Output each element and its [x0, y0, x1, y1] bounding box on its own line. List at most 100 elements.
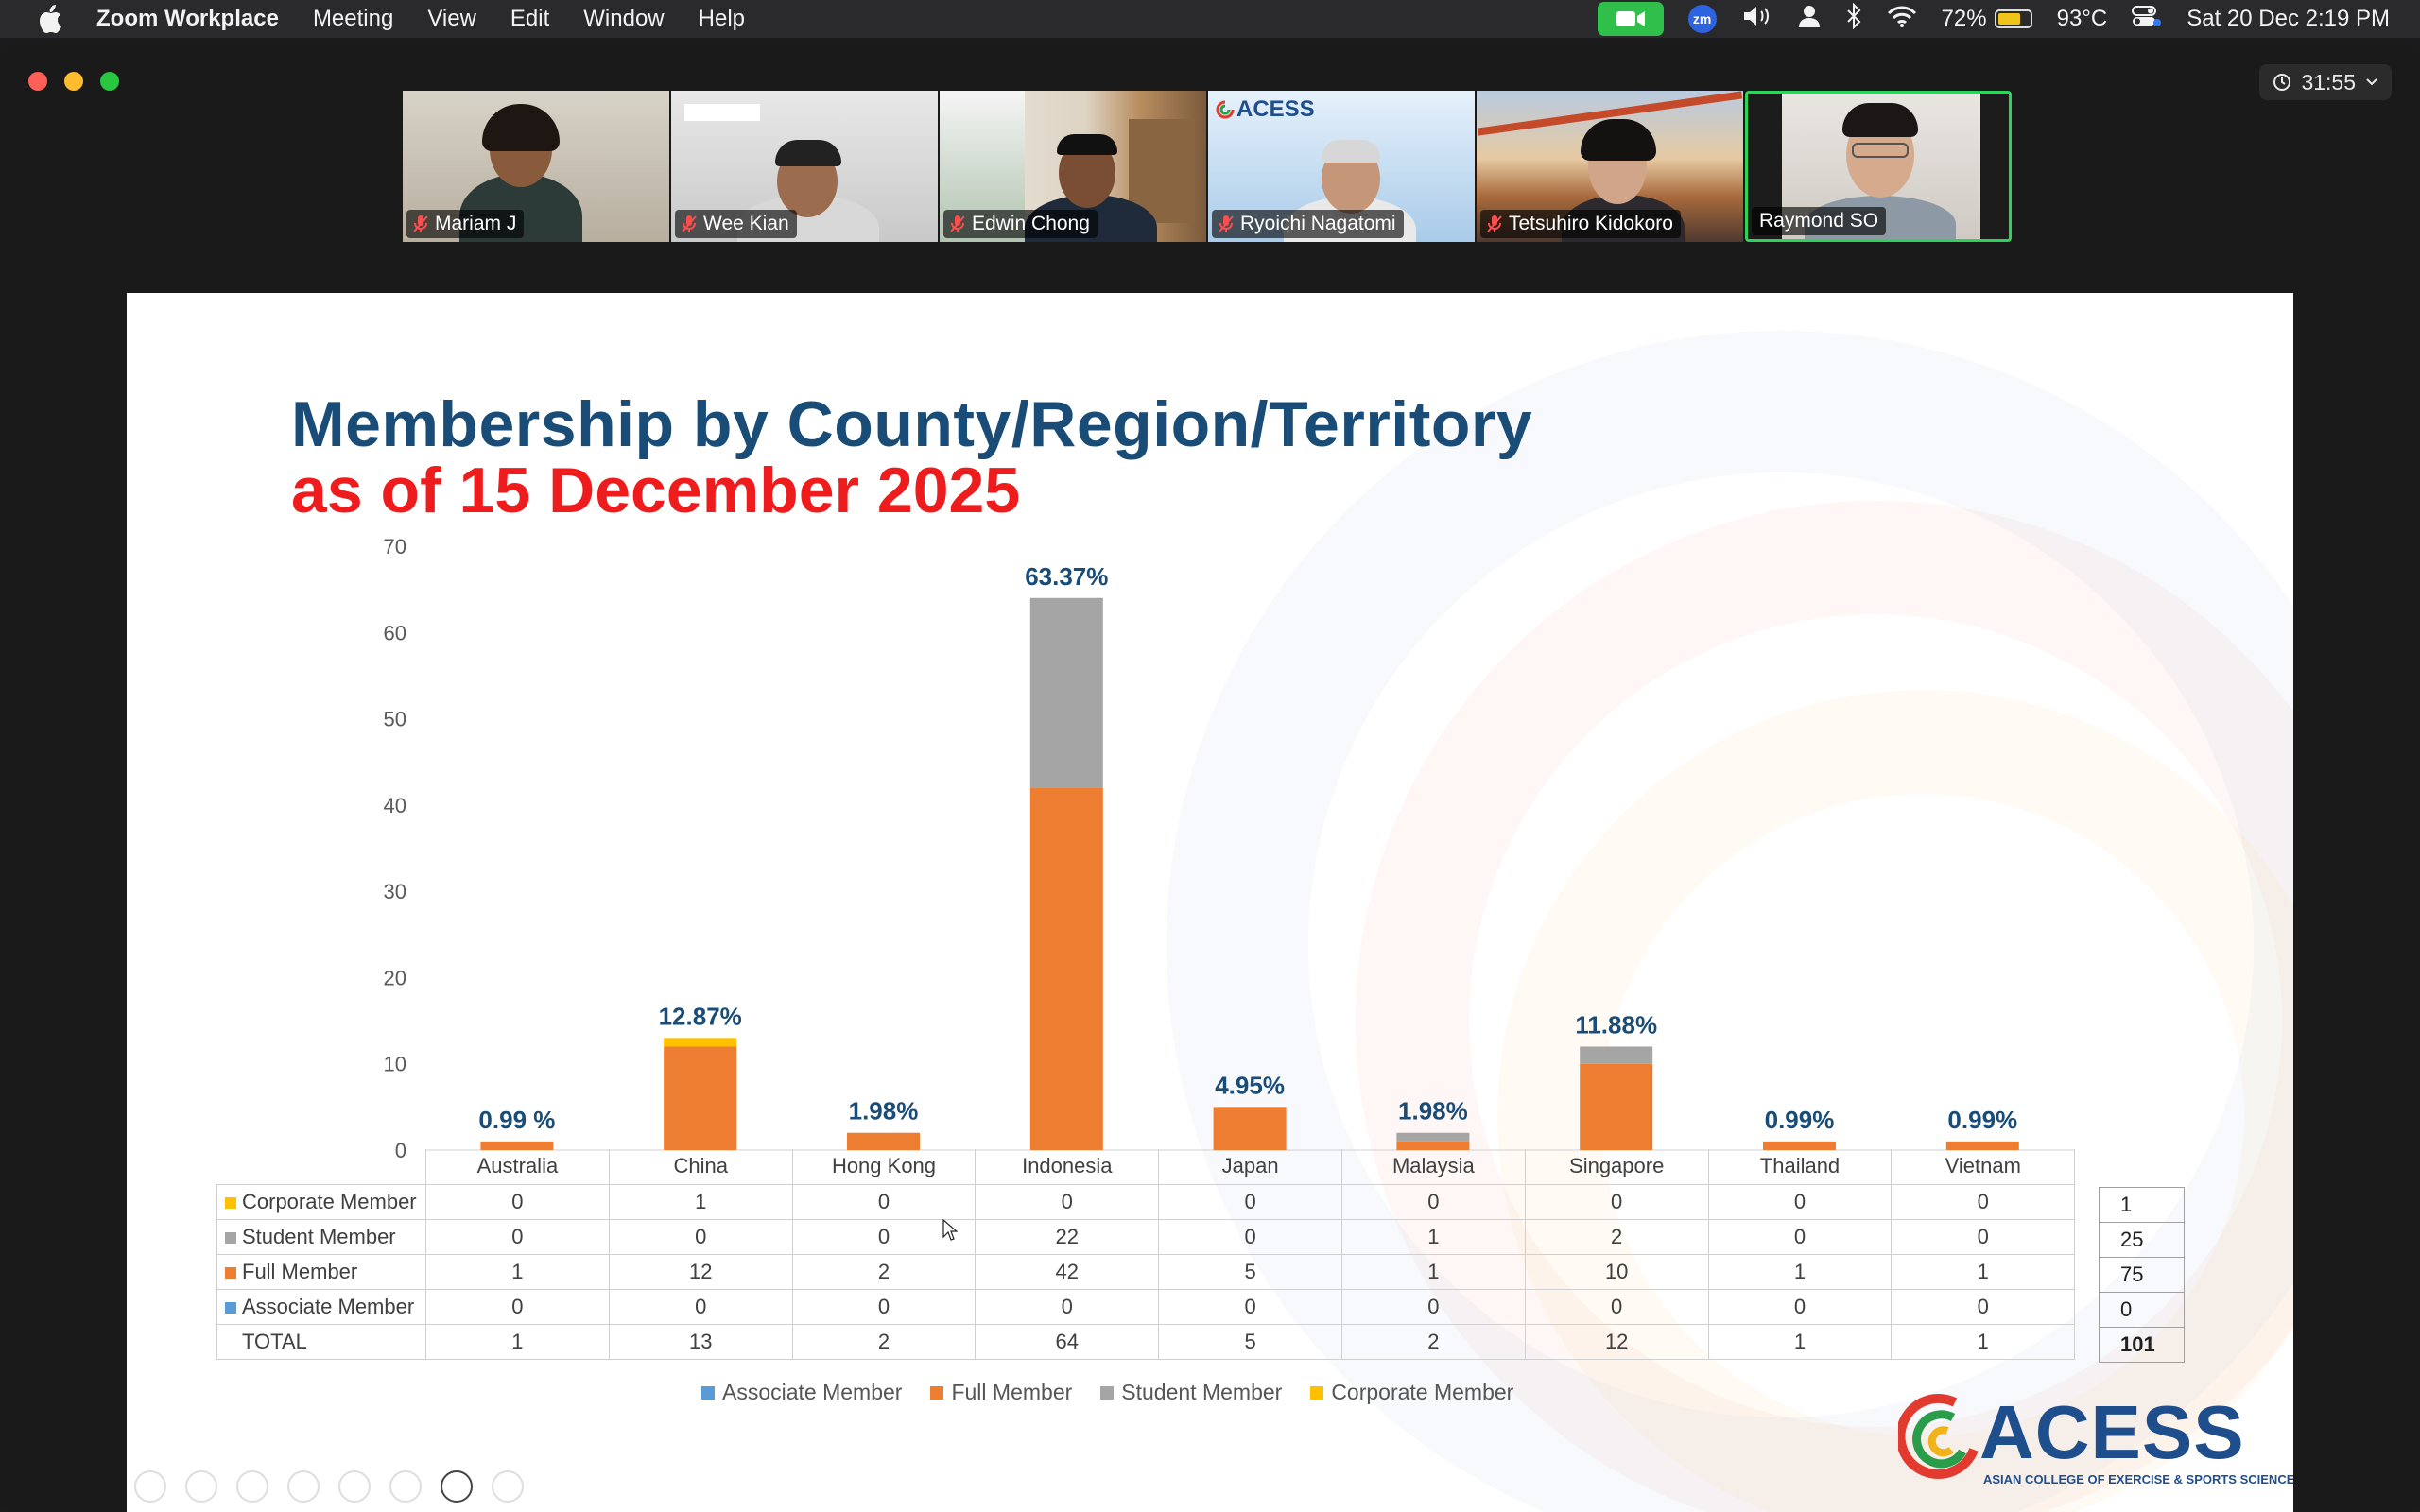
series-swatch — [225, 1231, 236, 1244]
minimize-window-button[interactable] — [64, 72, 83, 91]
zoom-video-status-icon[interactable] — [1597, 2, 1664, 36]
legend-item: Full Member — [930, 1380, 1072, 1405]
table-cell: 1 — [1340, 1218, 1526, 1255]
row-total-cell: 75 — [2099, 1257, 2185, 1293]
table-cell: 22 — [975, 1218, 1160, 1255]
slide-title: Membership by County/Region/Territory — [291, 388, 1533, 460]
category-label: Japan — [1158, 1149, 1342, 1185]
participant-strip: Mariam J Wee Kian Edwin Chong ACESS — [403, 91, 2012, 242]
table-cell: 42 — [975, 1253, 1160, 1290]
legend-swatch — [1100, 1385, 1115, 1400]
battery-indicator[interactable]: 72% — [1942, 6, 2032, 32]
participant-tile[interactable]: Wee Kian — [671, 91, 938, 242]
mic-muted-icon — [681, 215, 698, 233]
menu-meeting[interactable]: Meeting — [312, 6, 394, 31]
legend-label: Associate Member — [722, 1380, 903, 1404]
table-cell: 0 — [975, 1183, 1160, 1220]
series-row-label: Associate Member — [216, 1288, 426, 1325]
table-cell: 0 — [608, 1288, 793, 1325]
table-cell: 1 — [1891, 1253, 2076, 1290]
table-cell: 0 — [1340, 1183, 1526, 1220]
category-label: Singapore — [1524, 1149, 1709, 1185]
camera-icon[interactable] — [441, 1470, 473, 1503]
participant-tile-active-speaker[interactable]: Raymond SO — [1745, 91, 2012, 242]
table-cell: 0 — [1707, 1218, 1893, 1255]
series-swatch — [225, 1266, 236, 1279]
bar-segment-full-member — [1945, 1141, 2019, 1150]
slides-list-icon[interactable] — [389, 1470, 422, 1503]
table-cell: 0 — [1340, 1288, 1526, 1325]
menu-window[interactable]: Window — [583, 6, 665, 31]
bar-segment-full-member — [1029, 787, 1103, 1150]
clock-datetime[interactable]: Sat 20 Dec 2:19 PM — [2187, 6, 2390, 31]
table-cell: 2 — [1340, 1323, 1526, 1360]
bar-segment-student-member — [1580, 1046, 1653, 1064]
fullscreen-window-button[interactable] — [100, 72, 119, 91]
virtual-background-logo: ACESS — [1216, 96, 1315, 123]
volume-icon[interactable] — [1741, 4, 1773, 35]
chevron-down-icon — [2366, 78, 2377, 86]
category-label: Indonesia — [975, 1149, 1160, 1185]
table-cell: 2 — [1524, 1218, 1709, 1255]
table-cell: 0 — [425, 1218, 610, 1255]
legend-item: Associate Member — [701, 1380, 902, 1405]
menu-edit[interactable]: Edit — [510, 6, 550, 31]
timer-value: 31:55 — [2301, 69, 2356, 94]
annotation-toolbar — [134, 1470, 524, 1503]
menu-help[interactable]: Help — [698, 6, 745, 31]
category-label: Vietnam — [1891, 1149, 2076, 1185]
bluetooth-icon[interactable] — [1845, 2, 1862, 36]
table-cell: 1 — [425, 1323, 610, 1360]
virtual-background-logo — [684, 104, 760, 121]
zoom-menu-icon[interactable]: zm — [1687, 5, 1717, 33]
meeting-timer[interactable]: 31:55 — [2259, 64, 2392, 100]
app-menu-name[interactable]: Zoom Workplace — [96, 6, 279, 31]
previous-slide-icon[interactable] — [134, 1470, 166, 1503]
category-label: China — [608, 1149, 793, 1185]
participant-nameplate: Edwin Chong — [943, 210, 1098, 238]
menu-view[interactable]: View — [427, 6, 476, 31]
percent-data-label: 11.88% — [1575, 1010, 1657, 1039]
mic-muted-icon — [1218, 215, 1235, 233]
participant-tile[interactable]: Mariam J — [403, 91, 669, 242]
control-center-icon[interactable] — [2132, 5, 2162, 34]
table-cell: 5 — [1158, 1253, 1342, 1290]
layout-icon[interactable] — [287, 1470, 320, 1503]
more-options-icon[interactable] — [492, 1470, 524, 1503]
wifi-icon[interactable] — [1887, 5, 1917, 34]
totals-column-table: 1 25 75 0 101 — [2099, 1187, 2185, 1363]
close-window-button[interactable] — [28, 72, 47, 91]
table-header-row: Australia China Hong Kong Indonesia Japan Mal… — [216, 1149, 2076, 1185]
participant-tile[interactable]: Tetsuhiro Kidokoro — [1477, 91, 1743, 242]
series-row-label: Corporate Member — [216, 1183, 426, 1220]
table-cell: 0 — [1524, 1183, 1709, 1220]
legend-label: Corporate Member — [1331, 1380, 1514, 1404]
annotate-pen-icon[interactable] — [236, 1470, 268, 1503]
legend-swatch — [701, 1385, 715, 1400]
table-row: Corporate Member 0 1 0 0 0 0 0 0 0 — [216, 1183, 2076, 1220]
participant-tile[interactable]: Edwin Chong — [940, 91, 1206, 242]
table-cell: 0 — [608, 1218, 793, 1255]
row-total-cell: 25 — [2099, 1222, 2185, 1258]
table-cell: 1 — [1707, 1253, 1893, 1290]
participant-name: Edwin Chong — [972, 213, 1090, 234]
row-total-cell: 0 — [2099, 1292, 2185, 1328]
table-row: Student Member 0 0 0 22 0 1 2 0 0 — [216, 1218, 2076, 1255]
bar-segment-corporate-member — [664, 1038, 737, 1047]
y-tick-label: 30 — [384, 880, 406, 903]
temperature-reading[interactable]: 93°C — [2056, 6, 2108, 31]
mic-muted-icon — [1486, 215, 1503, 233]
percent-data-label: 63.37% — [1025, 562, 1108, 591]
mic-muted-icon — [949, 215, 966, 233]
logo-tagline: ASIAN COLLEGE OF EXERCISE & SPORTS SCIEN… — [1983, 1472, 2293, 1486]
table-cell: 0 — [975, 1288, 1160, 1325]
apple-icon[interactable] — [32, 5, 68, 33]
series-row-label: Full Member — [216, 1253, 426, 1290]
next-slide-icon[interactable] — [185, 1470, 217, 1503]
participant-tile[interactable]: ACESS Ryoichi Nagatomi — [1208, 91, 1475, 242]
user-icon[interactable] — [1798, 4, 1821, 35]
zoom-in-icon[interactable] — [338, 1470, 371, 1503]
bar-segment-full-member — [1580, 1063, 1653, 1150]
bar-segment-full-member — [664, 1046, 737, 1150]
